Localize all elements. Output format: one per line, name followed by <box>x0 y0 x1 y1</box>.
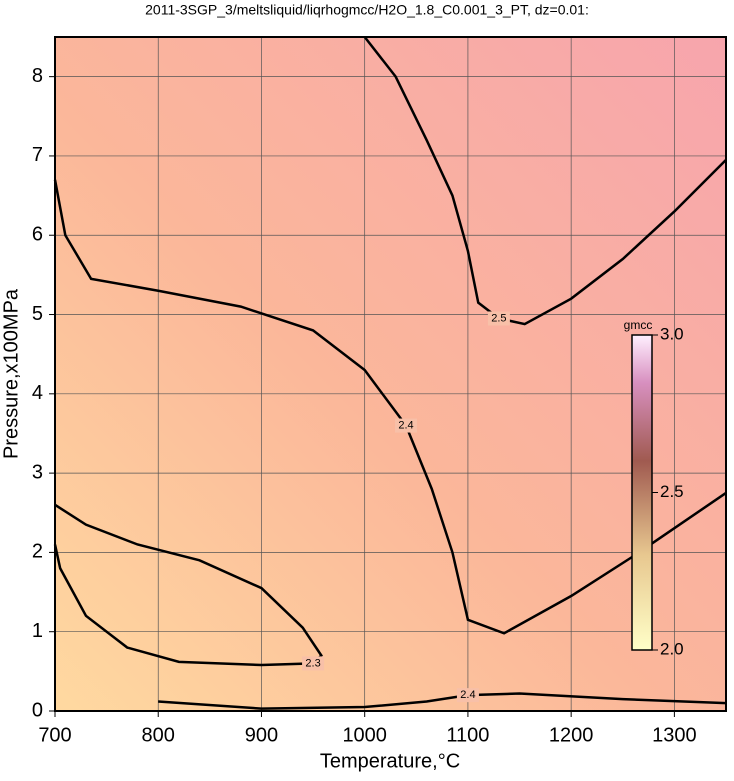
x-tick-label: 1300 <box>652 724 697 746</box>
contour-label-bg <box>456 688 479 703</box>
contour-label: 2.5 <box>491 312 506 324</box>
y-tick-label: 3 <box>32 461 43 483</box>
x-axis-label: Temperature,°C <box>320 750 460 772</box>
contour-label: 2.4 <box>460 689 475 701</box>
y-tick-label: 7 <box>32 144 43 166</box>
plot-background <box>55 37 726 711</box>
colorbar-label: gmcc <box>624 318 653 332</box>
y-tick-label: 0 <box>32 699 43 721</box>
colorbar-axis: 2.0 2.5 3.0 <box>652 324 684 658</box>
y-tick-label: 4 <box>32 382 43 404</box>
y-tick-label: 2 <box>32 541 43 563</box>
contours: 2.5 2.4 2.3 2.4 <box>53 36 727 710</box>
contour-label: 2.4 <box>398 419 413 431</box>
chart-title: 2011-3SGP_3/meltsliquid/liqrhogmcc/H2O_1… <box>145 2 589 18</box>
contour-line <box>363 36 727 326</box>
colorbar <box>631 334 653 651</box>
grid <box>54 37 726 712</box>
x-tick-label: 1000 <box>342 724 387 746</box>
x-tick-label: 1200 <box>549 724 594 746</box>
contour-label-bg <box>302 656 325 671</box>
colorbar-tick-label: 2.5 <box>660 482 684 501</box>
x-tick-label: 700 <box>38 724 71 746</box>
y-tick-label: 5 <box>32 303 43 325</box>
contour-label: 2.3 <box>305 657 320 669</box>
y-axis-label: Pressure,x100MPa <box>0 288 22 459</box>
contour-label-bg <box>487 311 510 326</box>
colorbar-tick-label: 3.0 <box>660 324 684 343</box>
contour-label-bg <box>394 418 417 433</box>
x-tick-label: 800 <box>142 724 175 746</box>
colorbar-tick-label: 2.0 <box>660 639 684 658</box>
axes: 700 800 900 1000 1100 1200 1300 0 1 2 3 4 5 6 7 8 <box>32 65 697 746</box>
y-tick-label: 6 <box>32 224 43 246</box>
plot-frame <box>54 36 727 712</box>
x-tick-label: 1100 <box>446 724 489 746</box>
x-tick-label: 900 <box>245 724 278 746</box>
contour-line <box>158 692 727 710</box>
y-tick-label: 8 <box>32 65 43 87</box>
y-tick-label: 1 <box>32 620 43 642</box>
